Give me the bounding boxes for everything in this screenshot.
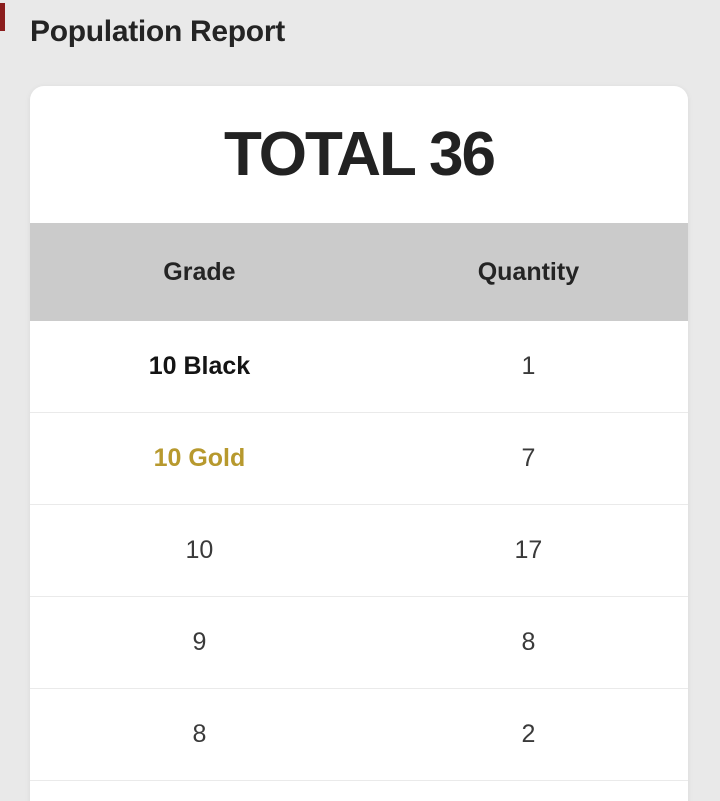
table-header-row: Grade Quantity [30, 223, 688, 321]
population-table: Grade Quantity 10 Black 1 10 Gold 7 10 1… [30, 223, 688, 800]
grade-cell: 8 [192, 720, 207, 748]
table-row: 9 8 [30, 597, 688, 689]
grade-cell: 10 Gold [153, 444, 246, 472]
report-card: TOTAL 36 Grade Quantity 10 Black 1 10 Go… [30, 86, 688, 801]
table-row: 10 Gold 7 [30, 413, 688, 505]
page-title: Population Report [30, 15, 285, 48]
grade-cell: 9 [192, 628, 207, 656]
column-header-grade: Grade [163, 257, 236, 286]
quantity-cell: 7 [521, 444, 536, 472]
quantity-cell: 2 [521, 720, 536, 748]
grade-cell: 10 Black [148, 352, 251, 380]
quantity-cell: 17 [514, 536, 543, 564]
table-row: 10 Black 1 [30, 321, 688, 413]
table-row: 8 2 [30, 689, 688, 781]
quantity-cell: 1 [521, 352, 536, 380]
grade-cell: 10 [185, 536, 214, 564]
table-row-partial [30, 781, 688, 800]
screen-edge-accent-mark [0, 3, 5, 31]
column-header-quantity: Quantity [477, 257, 580, 286]
quantity-cell: 8 [521, 628, 536, 656]
total-heading: TOTAL 36 [224, 120, 496, 189]
table-row: 10 17 [30, 505, 688, 597]
